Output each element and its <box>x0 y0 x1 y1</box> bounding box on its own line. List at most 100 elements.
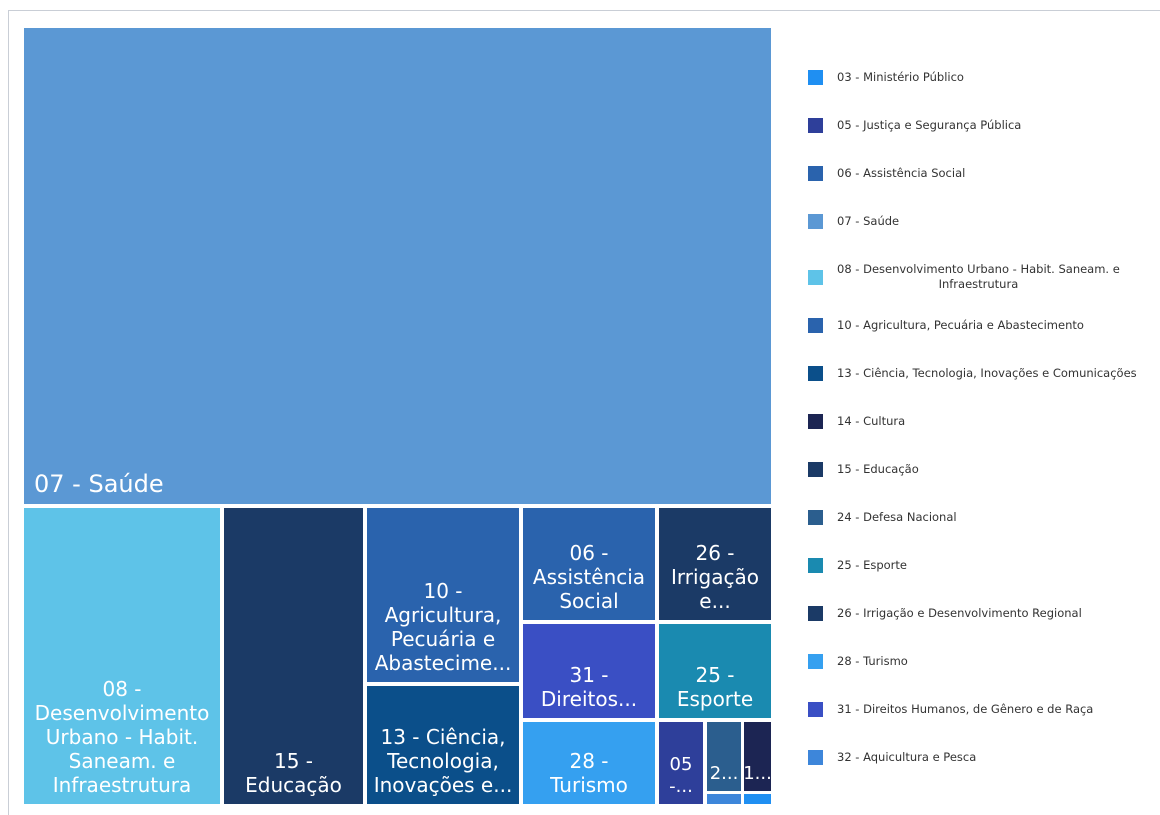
treemap-tile-label-line: -... <box>669 776 693 797</box>
treemap-tile-label-line: 2... <box>710 763 739 784</box>
treemap-tile-label-line: Inovações e... <box>374 773 513 797</box>
legend-swatch <box>808 702 823 717</box>
treemap-tile[interactable]: 06 -Assistência Social <box>523 508 655 620</box>
treemap-tile-label: 1... <box>743 763 772 784</box>
legend-label-line: Infraestrutura <box>938 277 1019 291</box>
legend-swatch <box>808 414 823 429</box>
treemap-tile-label-line: e... <box>699 589 730 613</box>
treemap-tile[interactable]: 25 -Esporte <box>659 624 771 718</box>
legend-label: 32 - Aquicultura e Pesca <box>837 750 977 764</box>
treemap-tile[interactable]: 08 -Desenvolvimento Urbano - Habit. Saneam… <box>24 508 220 804</box>
legend-item[interactable]: 26 - Irrigação e Desenvolvimento Regiona… <box>808 606 1153 621</box>
treemap-tile-label-line: 13 - Ciência, <box>380 725 505 749</box>
treemap-tile-label-line: Irrigação <box>671 565 759 589</box>
treemap-tile-label-line: Saneam. e <box>69 749 176 773</box>
treemap-tile-label-line: 07 - Saúde <box>34 470 164 498</box>
treemap-chart: 07 - Saúde 08 -Desenvolvimento Urbano - Ha… <box>24 28 772 805</box>
treemap-tile-label-line: Esporte <box>677 687 753 711</box>
legend-item[interactable]: 32 - Aquicultura e Pesca <box>808 750 1153 765</box>
treemap-tile-rect[interactable] <box>24 508 220 804</box>
treemap-tile[interactable]: 31 -Direitos... <box>523 624 655 718</box>
legend-label: 03 - Ministério Público <box>837 70 964 84</box>
legend-item[interactable]: 15 - Educação <box>808 462 1153 477</box>
treemap-tile-label-line: 06 - <box>569 541 608 565</box>
treemap-tile-label-line: Desenvolvimento <box>35 701 210 725</box>
legend-swatch <box>808 558 823 573</box>
legend-item[interactable]: 25 - Esporte <box>808 558 1153 573</box>
treemap-tile[interactable]: 28 -Turismo <box>523 722 655 804</box>
legend-item[interactable]: 10 - Agricultura, Pecuária e Abastecimen… <box>808 318 1153 333</box>
treemap-tile-label: 31 -Direitos... <box>541 663 637 711</box>
legend-item[interactable]: 06 - Assistência Social <box>808 166 1153 181</box>
top-clipped-heading <box>0 0 1160 8</box>
treemap-tile-label-line: Agricultura, <box>385 603 502 627</box>
treemap-tile-label-line: Infraestrutura <box>53 773 192 797</box>
legend-label: 24 - Defesa Nacional <box>837 510 957 524</box>
treemap-tile-rect[interactable] <box>659 508 771 620</box>
treemap-tile[interactable] <box>744 794 771 804</box>
treemap-tile-label: 13 - Ciência, Tecnologia, Inovações e... <box>374 725 513 797</box>
legend-item[interactable]: 03 - Ministério Público <box>808 70 1153 85</box>
treemap-tile-rect[interactable] <box>523 624 655 718</box>
treemap-tile[interactable] <box>707 794 741 804</box>
legend-swatch <box>808 750 823 765</box>
treemap-tile-label-line: 31 - <box>569 663 608 687</box>
treemap-tile-rect[interactable] <box>659 624 771 718</box>
treemap-tile[interactable]: 05 -... <box>659 722 703 804</box>
legend-item[interactable]: 24 - Defesa Nacional <box>808 510 1153 525</box>
treemap-tile-rect[interactable] <box>367 686 519 804</box>
legend-swatch <box>808 269 823 285</box>
treemap-tile-rect[interactable] <box>24 28 771 504</box>
treemap-tile[interactable]: 13 - Ciência, Tecnologia, Inovações e... <box>367 686 519 804</box>
treemap-tile-label-line: 05 <box>670 754 693 775</box>
treemap-tile[interactable]: 26 -Irrigação e... <box>659 508 771 620</box>
legend-item[interactable]: 31 - Direitos Humanos, de Gênero e de Ra… <box>808 702 1153 717</box>
legend-label: 28 - Turismo <box>837 654 908 668</box>
legend-swatch <box>808 606 823 621</box>
treemap-tile-label-line: 08 - <box>102 677 141 701</box>
treemap-tile-label-line: Urbano - Habit. <box>46 725 198 749</box>
treemap-tile-label-line: Pecuária e <box>391 627 495 651</box>
treemap-tile[interactable]: 2... <box>707 722 741 791</box>
treemap-tile-label: 08 -Desenvolvimento Urbano - Habit. Saneam… <box>35 677 210 797</box>
legend-item[interactable]: 08 - Desenvolvimento Urbano - Habit. San… <box>808 262 1153 292</box>
treemap-tile[interactable]: 10 -Agricultura, Pecuária e Abastecime... <box>367 508 519 682</box>
treemap-tile[interactable]: 15 -Educação <box>224 508 363 804</box>
legend-label-line: 08 - Desenvolvimento Urbano - Habit. San… <box>837 262 1120 276</box>
legend-swatch <box>808 70 823 85</box>
treemap-tile-rect[interactable] <box>523 722 655 804</box>
treemap-tile-label: 07 - Saúde <box>34 470 164 498</box>
treemap-tile-rect[interactable] <box>523 508 655 620</box>
treemap-tile-rect[interactable] <box>744 722 771 791</box>
treemap-tile-label-line: Abastecime... <box>375 651 512 675</box>
treemap-tile[interactable]: 1... <box>743 722 772 791</box>
treemap-svg: 07 - Saúde 08 -Desenvolvimento Urbano - Ha… <box>24 28 772 804</box>
treemap-tile[interactable]: 07 - Saúde <box>24 28 771 504</box>
treemap-tile-rect[interactable] <box>224 508 363 804</box>
legend-item[interactable]: 07 - Saúde <box>808 214 1153 229</box>
legend-swatch <box>808 166 823 181</box>
legend-label: 10 - Agricultura, Pecuária e Abastecimen… <box>837 318 1084 332</box>
legend-item[interactable]: 05 - Justiça e Segurança Pública <box>808 118 1153 133</box>
treemap-tile-label-line: Educação <box>245 773 342 797</box>
treemap-tile-rect[interactable] <box>367 508 519 682</box>
legend-swatch <box>808 366 823 381</box>
treemap-tile-rect[interactable] <box>707 722 741 791</box>
treemap-tile-rect[interactable] <box>659 722 703 804</box>
treemap-tile-label-line: Social <box>559 589 618 613</box>
treemap-tile-label-line: 26 - <box>695 541 734 565</box>
treemap-tile-rect[interactable] <box>707 794 741 804</box>
legend-label: 05 - Justiça e Segurança Pública <box>837 118 1022 132</box>
treemap-tile-rect[interactable] <box>744 794 771 804</box>
legend-item[interactable]: 13 - Ciência, Tecnologia, Inovações e Co… <box>808 366 1153 381</box>
treemap-tile-label: 2... <box>710 763 739 784</box>
legend-item[interactable]: 14 - Cultura <box>808 414 1153 429</box>
legend-label: 08 - Desenvolvimento Urbano - Habit. San… <box>837 262 1120 292</box>
treemap-tile-label-line: Turismo <box>549 773 628 797</box>
treemap-tile-label-line: 28 - <box>569 749 608 773</box>
legend-item[interactable]: 28 - Turismo <box>808 654 1153 669</box>
treemap-tile-label: 10 -Agricultura, Pecuária e Abastecime... <box>375 579 512 675</box>
treemap-tile-label: 06 -Assistência Social <box>533 541 645 613</box>
legend-label: 07 - Saúde <box>837 214 900 228</box>
treemap-tile-label-line: 1... <box>743 763 772 784</box>
